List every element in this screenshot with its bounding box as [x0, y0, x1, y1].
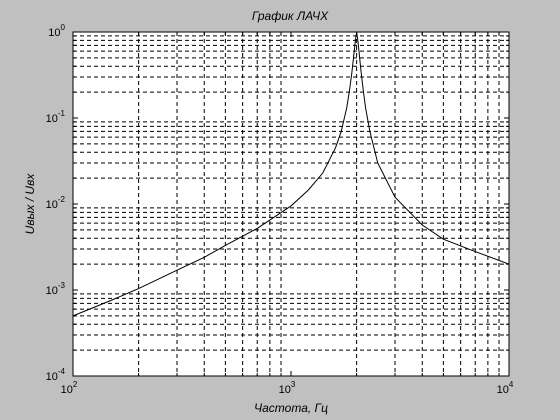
- y-tick-label: 100: [48, 23, 65, 39]
- x-tick-label: 104: [497, 380, 514, 396]
- plot-area: [73, 32, 509, 376]
- x-axis-label: Частота, Гц: [254, 401, 328, 415]
- chart-title: График ЛАЧХ: [252, 9, 329, 23]
- y-axis-label: Uвых / Uвх: [23, 173, 37, 235]
- grid: [73, 32, 509, 376]
- y-tick-label: 10-3: [46, 281, 66, 297]
- x-tick-label: 103: [279, 380, 296, 396]
- y-tick-label: 10-1: [46, 109, 66, 125]
- y-tick-label: 10-4: [46, 367, 66, 383]
- series-layer: [72, 32, 510, 317]
- x-tick-label: 102: [61, 380, 78, 396]
- y-tick-label: 10-2: [46, 195, 66, 211]
- tick-labels: 102 103 104 10-4 10-3 10-2 10-1 100: [46, 23, 514, 396]
- ticks: [72, 32, 509, 377]
- series-line: [72, 32, 510, 317]
